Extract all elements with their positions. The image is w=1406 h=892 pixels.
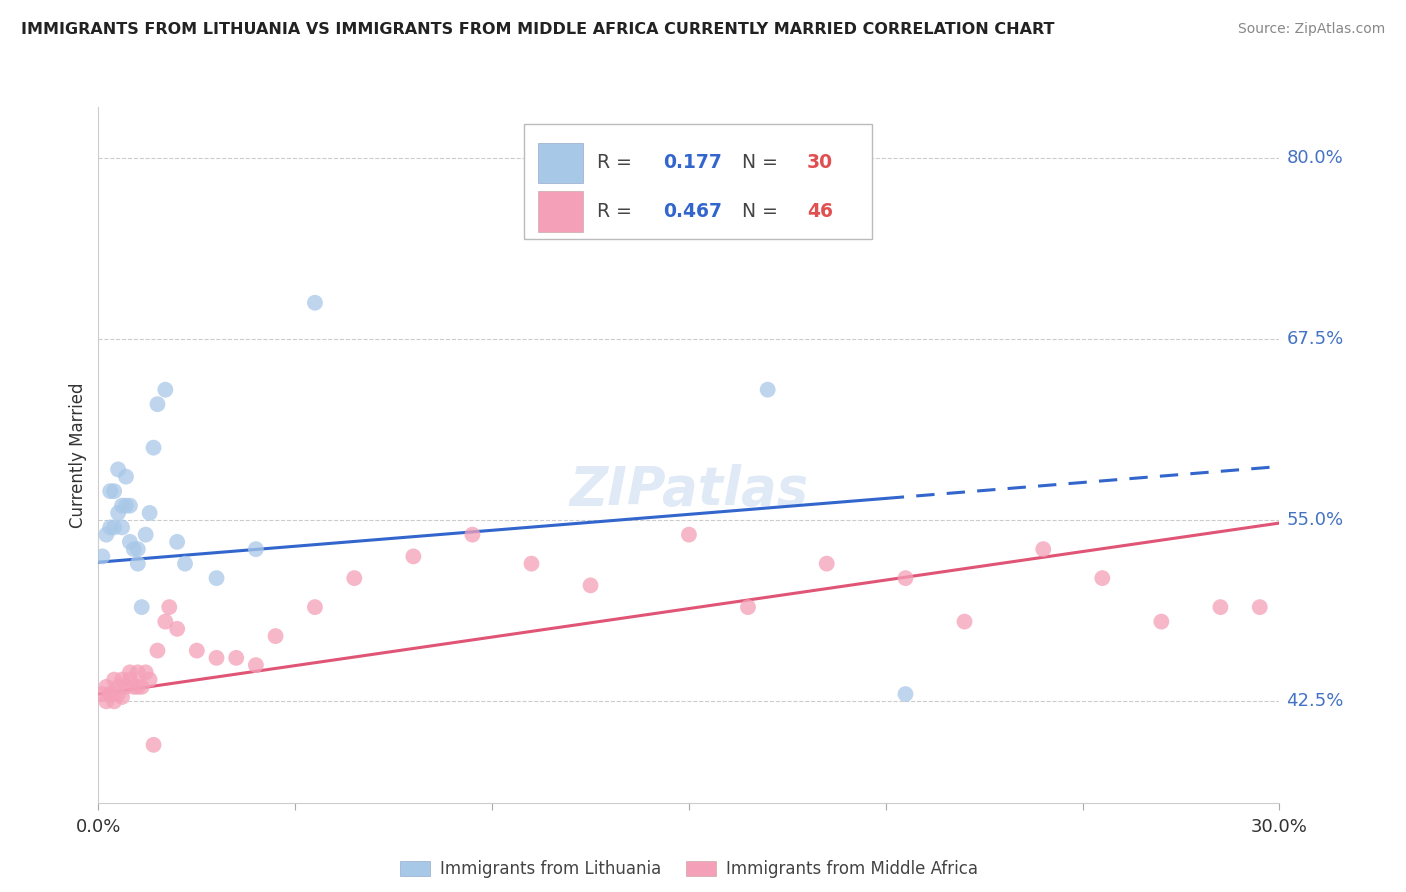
Point	[98, 520, 121, 534]
Point	[402, 549, 425, 564]
Point	[107, 680, 129, 694]
Point	[157, 600, 180, 615]
Point	[118, 534, 141, 549]
Text: 42.5%: 42.5%	[1286, 692, 1344, 710]
Text: 80.0%: 80.0%	[1286, 149, 1343, 167]
Point	[461, 527, 484, 541]
Point	[111, 673, 134, 687]
Point	[127, 542, 149, 557]
Point	[304, 600, 326, 615]
Point	[103, 673, 125, 687]
Point	[96, 694, 118, 708]
Point	[894, 571, 917, 585]
Point	[894, 687, 917, 701]
Point	[98, 687, 121, 701]
Text: 0.467: 0.467	[664, 202, 721, 221]
Point	[131, 600, 153, 615]
Point	[1032, 542, 1054, 557]
Point	[135, 665, 157, 680]
Point	[1091, 571, 1114, 585]
Point	[1209, 600, 1232, 615]
Point	[107, 462, 129, 476]
Point	[1249, 600, 1271, 615]
Point	[155, 383, 177, 397]
Point	[111, 690, 134, 704]
Point	[953, 615, 976, 629]
Point	[155, 615, 177, 629]
Text: 55.0%: 55.0%	[1286, 511, 1344, 529]
Point	[96, 680, 118, 694]
Point	[264, 629, 287, 643]
Point	[678, 527, 700, 541]
Point	[103, 520, 125, 534]
Point	[111, 499, 134, 513]
Y-axis label: Currently Married: Currently Married	[69, 382, 87, 528]
Text: N =: N =	[742, 153, 785, 172]
Point	[118, 665, 141, 680]
Point	[96, 527, 118, 541]
Point	[343, 571, 366, 585]
Point	[304, 295, 326, 310]
Point	[118, 499, 141, 513]
Point	[115, 680, 138, 694]
Point	[174, 557, 197, 571]
FancyBboxPatch shape	[537, 143, 582, 183]
Point	[245, 658, 267, 673]
Point	[579, 578, 602, 592]
Point	[142, 441, 165, 455]
Point	[107, 687, 129, 701]
Legend: Immigrants from Lithuania, Immigrants from Middle Africa: Immigrants from Lithuania, Immigrants fr…	[394, 854, 984, 885]
Point	[205, 651, 228, 665]
Text: ZIPatlas: ZIPatlas	[569, 464, 808, 516]
Point	[135, 527, 157, 541]
Point	[737, 600, 759, 615]
Text: 0.177: 0.177	[664, 153, 721, 172]
Point	[91, 687, 114, 701]
Point	[520, 557, 543, 571]
Text: 67.5%: 67.5%	[1286, 330, 1344, 348]
Point	[186, 643, 208, 657]
Point	[815, 557, 838, 571]
Point	[146, 397, 169, 411]
Point	[98, 484, 121, 499]
Point	[166, 622, 188, 636]
Point	[146, 643, 169, 657]
Point	[127, 665, 149, 680]
Text: 30: 30	[807, 153, 834, 172]
Point	[115, 469, 138, 483]
Point	[107, 506, 129, 520]
Point	[166, 534, 188, 549]
Text: IMMIGRANTS FROM LITHUANIA VS IMMIGRANTS FROM MIDDLE AFRICA CURRENTLY MARRIED COR: IMMIGRANTS FROM LITHUANIA VS IMMIGRANTS …	[21, 22, 1054, 37]
Point	[103, 484, 125, 499]
Point	[103, 694, 125, 708]
Point	[122, 542, 145, 557]
Text: Source: ZipAtlas.com: Source: ZipAtlas.com	[1237, 22, 1385, 37]
Point	[142, 738, 165, 752]
Text: R =: R =	[596, 153, 638, 172]
Point	[1150, 615, 1173, 629]
Point	[127, 680, 149, 694]
Point	[245, 542, 267, 557]
Point	[98, 687, 121, 701]
Point	[115, 499, 138, 513]
Point	[127, 557, 149, 571]
Point	[138, 506, 160, 520]
Text: 46: 46	[807, 202, 832, 221]
Point	[91, 549, 114, 564]
Point	[131, 680, 153, 694]
Point	[111, 520, 134, 534]
Point	[205, 571, 228, 585]
Text: R =: R =	[596, 202, 638, 221]
Point	[225, 651, 247, 665]
Point	[122, 680, 145, 694]
Point	[118, 673, 141, 687]
FancyBboxPatch shape	[523, 124, 872, 239]
FancyBboxPatch shape	[537, 191, 582, 232]
Point	[756, 383, 779, 397]
Point	[138, 673, 160, 687]
Text: N =: N =	[742, 202, 785, 221]
